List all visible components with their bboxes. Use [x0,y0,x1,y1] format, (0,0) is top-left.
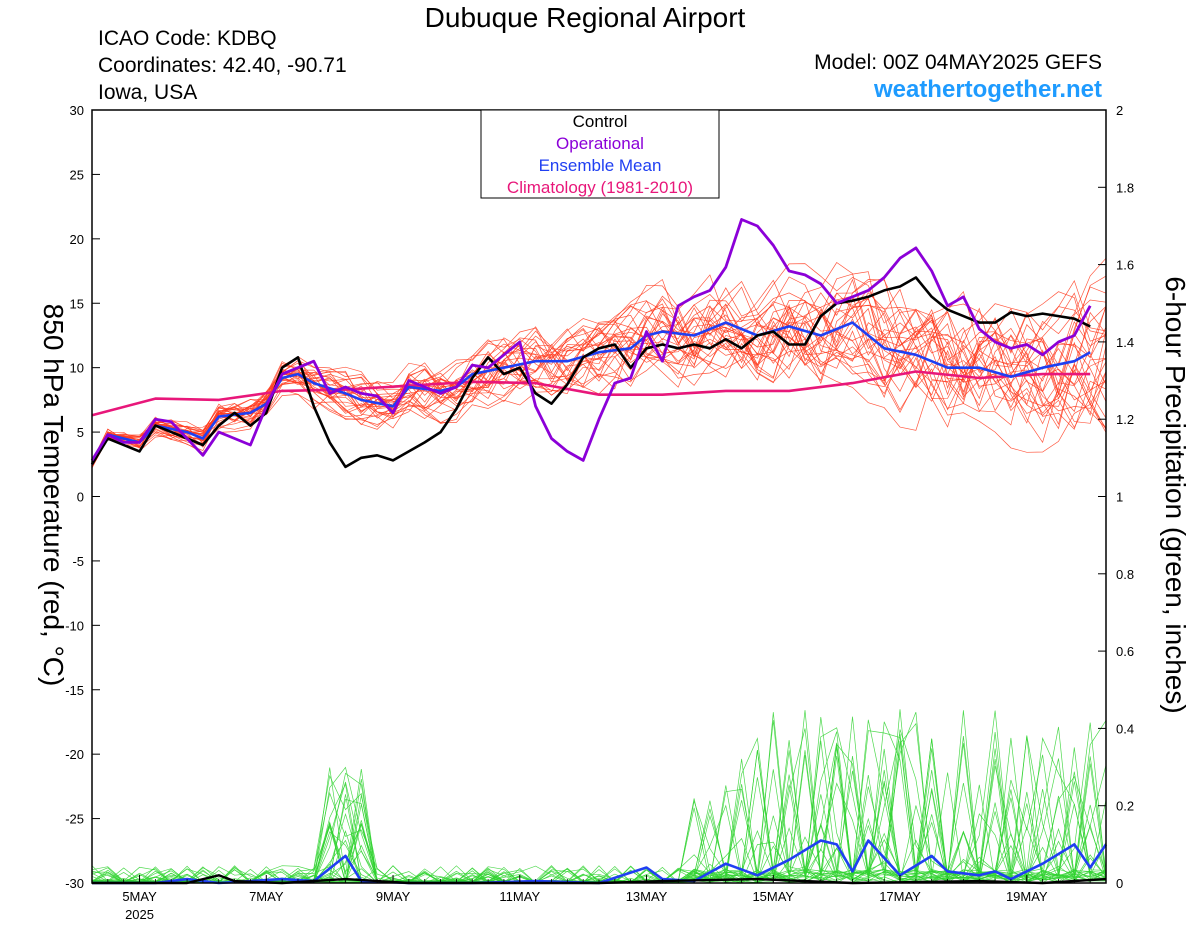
temp-member-line [91,263,1107,468]
y2-tick-label: 1.8 [1116,180,1134,195]
y2-tick-label: 0 [1116,876,1123,891]
plot-border [91,109,1107,884]
y-tick-label: -10 [65,618,84,633]
y-tick-label: -15 [65,683,84,698]
y-axis-ticks: 30 25 20 15 10 5 0 -5 -10 -15 -20 -25 -30 [65,103,100,891]
y-axis-label: 850 hPa Temperature (red, °C) [38,304,69,687]
precip-member-line [91,710,1107,884]
control-series-line [90,276,1091,469]
temp-member-line [91,288,1107,469]
y2-tick-label: 1.4 [1116,335,1134,350]
temp-member-line [91,286,1107,462]
y-tick-label: 10 [70,361,84,376]
precip-member-line [91,732,1107,884]
y2-tick-label: 0.6 [1116,644,1134,659]
legend: Control Operational Ensemble Mean Climatolo… [480,109,720,199]
y2-tick-label: 1.2 [1116,412,1134,427]
mean-precip-series-line [92,839,1108,885]
y-tick-label: 15 [70,296,84,311]
precip-member-line [91,710,1107,884]
temp-member-line [91,278,1107,465]
model-run: Model: 00Z 04MAY2025 GEFS [814,51,1102,74]
y-tick-label: 25 [70,167,84,182]
y-tick-label: -5 [72,554,84,569]
y2-tick-label: 0.8 [1116,567,1134,582]
temp-member-line [91,310,1107,469]
temp-member-line [91,298,1107,462]
y2-tick-label: 1.6 [1116,258,1134,273]
temp-member-line [91,286,1107,467]
x-tick-label: 19MAY [1006,889,1048,904]
y-tick-label: -30 [65,876,84,891]
y2-axis-ticks: 2 1.8 1.6 1.4 1.2 1 0.8 0.6 0.4 0.2 0 [1098,103,1134,891]
legend-entry: Climatology (1981-2010) [507,178,693,197]
legend-entry: Control [573,112,628,131]
site-link[interactable]: weathertogether.net [873,76,1102,103]
y-tick-label: 0 [77,490,84,505]
precip-member-line [91,731,1107,884]
legend-entry: Operational [556,134,644,153]
precip-member-line [91,709,1107,884]
main-series [90,218,1108,885]
x-tick-label: 15MAY [752,889,794,904]
y-tick-label: 20 [70,232,84,247]
legend-entry: Ensemble Mean [539,156,662,175]
x-tick-label: 7MAY [249,889,284,904]
x-tick-label: 17MAY [879,889,921,904]
temp-member-line [91,257,1107,466]
x-axis-ticks: 5MAY 2025 7MAY 9MAY 11MAY 13MAY 15MAY 17MAY 19MA… [91,875,1107,922]
y-tick-label: -20 [65,747,84,762]
climatology-series-line [91,370,1091,417]
y2-tick-label: 1 [1116,490,1123,505]
chart-title: Dubuque Regional Airport [424,2,746,33]
temp-member-line [91,297,1107,465]
x-tick-label: 11MAY [499,889,540,904]
y-tick-label: 30 [70,103,84,118]
coordinates: Coordinates: 42.40, -90.71 [98,54,347,77]
precip-member-line [91,711,1107,884]
precip-member-line [91,712,1107,884]
x-tick-label: 13MAY [626,889,668,904]
x-tick-year: 2025 [125,907,154,922]
y2-tick-label: 0.4 [1116,721,1134,736]
precip-member-line [91,730,1107,884]
temp-member-line [91,295,1107,462]
plot-frame [91,109,1107,884]
x-tick-label: 9MAY [376,889,411,904]
temp-member-line [91,309,1107,466]
location: Iowa, USA [98,81,198,104]
y2-axis-label: 6-hour Precipitation (green, inches) [1160,276,1191,713]
mean-series-line [90,321,1091,465]
y-tick-label: -25 [65,812,84,827]
y2-tick-label: 2 [1116,103,1123,118]
operational-series-line [90,218,1092,462]
x-tick-label: 5MAY [122,889,157,904]
legend-box [480,109,720,199]
icao-code: ICAO Code: KDBQ [98,27,277,50]
y2-tick-label: 0.2 [1116,799,1134,814]
y-tick-label: 5 [77,425,84,440]
